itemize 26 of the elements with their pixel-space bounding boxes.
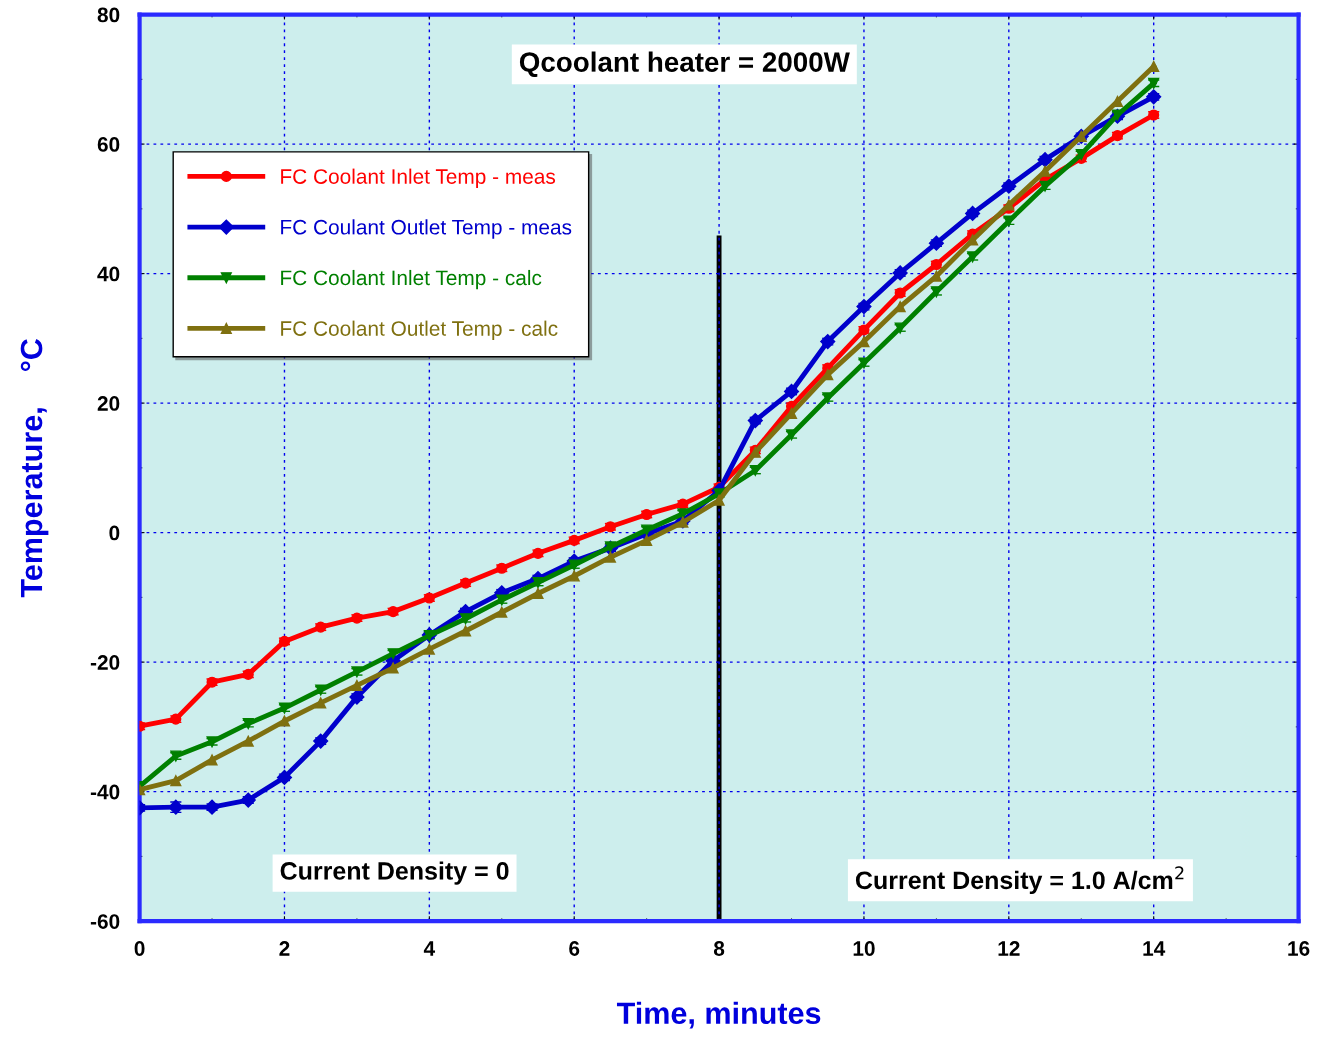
y-tick-label: 20: [97, 396, 120, 411]
x-tick-label: 8: [713, 941, 725, 956]
y-tick-label: -20: [90, 655, 120, 670]
legend-label: FC Coolant Inlet Temp - calc: [281, 269, 542, 290]
legend-label: FC Coulant Outlet Temp - meas: [281, 219, 572, 239]
x-tick-label: 10: [853, 941, 875, 956]
legend-label: FC Coolant Outlet Temp - calc: [281, 320, 558, 341]
x-axis-title: Time, minutes: [616, 1001, 821, 1029]
annotation: Qcoolant heater = 2000W: [519, 51, 850, 78]
x-tick-label: 4: [423, 941, 436, 956]
y-tick-label: -40: [90, 784, 120, 800]
y-axis-title: Temperature, °C: [20, 338, 49, 598]
y-tick-label: 60: [97, 137, 120, 152]
annotation: Current Density = 0: [280, 861, 509, 885]
x-tick-label: 12: [998, 941, 1020, 956]
y-tick-label: -60: [90, 914, 120, 929]
x-tick-label: 6: [569, 941, 580, 956]
x-tick-label: 2: [279, 941, 290, 956]
y-tick-label: 80: [97, 7, 120, 23]
x-tick-label: 14: [1143, 941, 1166, 956]
y-tick-label: 40: [97, 266, 120, 282]
annotation: Current Density = 1.0 A/cm$^{2}$: [855, 866, 1184, 895]
y-tick-label: 0: [109, 525, 120, 541]
legend-label: FC Coolant Inlet Temp - meas: [281, 168, 556, 189]
x-tick-label: 0: [134, 941, 145, 956]
x-tick-label: 16: [1288, 941, 1310, 956]
